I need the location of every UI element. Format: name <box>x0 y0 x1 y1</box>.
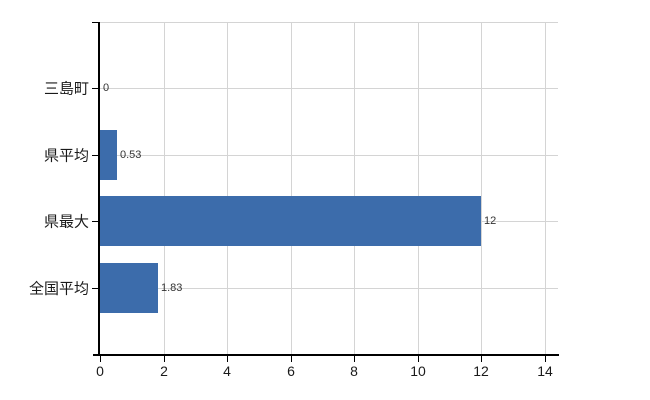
category-tick-0 <box>92 88 100 89</box>
x-gridline-14 <box>545 22 546 354</box>
x-tick-4 <box>227 356 228 362</box>
x-tick-label-14: 14 <box>537 363 553 379</box>
x-gridline-10 <box>418 22 419 354</box>
x-gridline-8 <box>354 22 355 354</box>
plot-top-gridline <box>100 22 558 23</box>
x-tick-label-8: 8 <box>350 363 358 379</box>
bar-value-label-2: 12 <box>484 215 497 227</box>
x-gridline-4 <box>227 22 228 354</box>
x-tick-label-4: 4 <box>223 363 231 379</box>
x-gridline-6 <box>291 22 292 354</box>
y-axis-end-tick <box>92 22 100 23</box>
category-label-0: 三島町 <box>43 80 89 98</box>
x-tick-label-0: 0 <box>96 363 104 379</box>
x-tick-label-10: 10 <box>410 363 426 379</box>
category-gridline-3 <box>100 288 558 289</box>
bar-2 <box>100 196 481 246</box>
category-label-1: 県平均 <box>43 147 89 165</box>
bar-value-label-0: 0 <box>103 82 110 94</box>
x-tick-label-2: 2 <box>160 363 168 379</box>
category-gridline-1 <box>100 155 558 156</box>
category-tick-1 <box>92 155 100 156</box>
y-axis-spine <box>98 22 100 355</box>
x-tick-label-12: 12 <box>473 363 489 379</box>
x-tick-0 <box>100 356 101 362</box>
x-gridline-12 <box>481 22 482 354</box>
x-tick-label-6: 6 <box>287 363 295 379</box>
category-tick-3 <box>92 288 100 289</box>
x-tick-8 <box>354 356 355 362</box>
category-tick-2 <box>92 221 100 222</box>
bar-3 <box>100 263 158 313</box>
category-label-3: 全国平均 <box>28 280 89 298</box>
bar-1 <box>100 130 117 180</box>
x-tick-2 <box>164 356 165 362</box>
bar-value-label-1: 0.53 <box>120 149 142 161</box>
category-label-2: 県最大 <box>43 213 89 231</box>
x-gridline-2 <box>164 22 165 354</box>
x-tick-12 <box>481 356 482 362</box>
x-tick-6 <box>291 356 292 362</box>
x-tick-10 <box>418 356 419 362</box>
x-tick-14 <box>545 356 546 362</box>
x-axis-spine <box>93 354 559 356</box>
bar-value-label-3: 1.83 <box>161 282 183 294</box>
category-gridline-0 <box>100 88 558 89</box>
